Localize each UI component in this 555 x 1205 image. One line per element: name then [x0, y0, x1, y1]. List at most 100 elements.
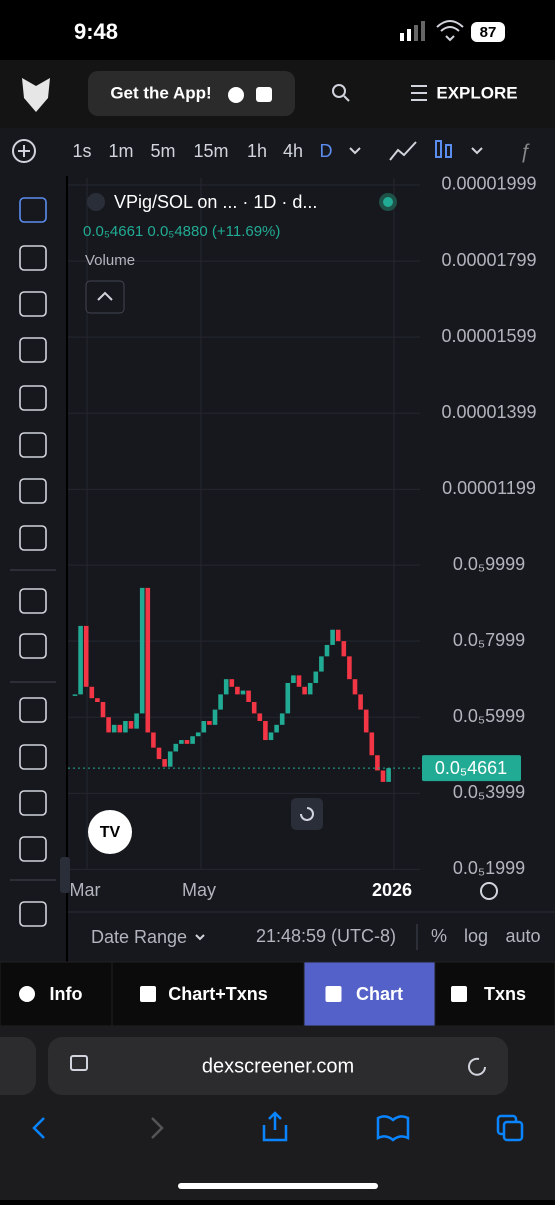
bookmarks[interactable]: [376, 1115, 410, 1142]
tool[interactable]: [19, 245, 47, 271]
drawer-handle[interactable]: [60, 857, 70, 893]
share[interactable]: [262, 1111, 288, 1142]
candle: [179, 740, 184, 744]
tab-icon: [19, 986, 35, 1002]
tab-label: Info: [50, 984, 83, 1004]
auto[interactable]: auto: [505, 926, 540, 946]
tool[interactable]: [19, 197, 47, 223]
tool[interactable]: [19, 588, 47, 614]
y-tick-label: 0.00001999: [441, 174, 536, 194]
candle: [341, 641, 347, 657]
ohlc: 0.0₅4661 0.0₅4880 (+11.69%): [83, 223, 280, 240]
collapse[interactable]: [85, 280, 125, 314]
toolbar: [0, 128, 555, 176]
candle: [145, 587, 151, 733]
tool[interactable]: [19, 291, 47, 317]
candle: [123, 721, 128, 733]
signal: [400, 33, 404, 41]
candle: [352, 679, 358, 695]
indicators[interactable]: ƒ: [519, 140, 530, 162]
candle: [173, 743, 179, 752]
chevron: [471, 147, 483, 155]
candle: [229, 679, 235, 687]
clock: 9:48: [74, 19, 118, 44]
collapse-icon: [97, 291, 113, 301]
candle: [296, 675, 302, 687]
tool[interactable]: [19, 790, 47, 816]
tab[interactable]: [0, 961, 113, 1027]
percent[interactable]: %: [431, 926, 447, 946]
interval[interactable]: D: [320, 141, 333, 161]
y-tick-label: 0.0₅5999: [453, 706, 525, 726]
battery-level: 87: [480, 24, 497, 41]
candle: [151, 732, 156, 748]
apple-icon: [228, 87, 244, 103]
candle: [72, 694, 78, 696]
tab-label: Txns: [484, 984, 526, 1004]
wifi: [436, 20, 464, 42]
reload[interactable]: [468, 1057, 486, 1076]
line-style[interactable]: [389, 141, 417, 161]
candle: [358, 694, 363, 710]
app-button[interactable]: [88, 71, 295, 116]
y-tick-label: 0.0₅3999: [453, 782, 525, 802]
candle: [195, 732, 201, 737]
interval[interactable]: 1h: [247, 141, 267, 161]
tool[interactable]: [19, 385, 47, 411]
tool[interactable]: [19, 901, 47, 927]
y-tick-label: 0.0₅9999: [453, 554, 525, 574]
candle: [78, 625, 83, 695]
candle: [128, 721, 134, 729]
candle: [386, 768, 391, 782]
candle: [201, 721, 207, 733]
status-bar: [0, 0, 555, 60]
tab-label: Chart: [356, 984, 403, 1004]
y-tick-label: 0.00001599: [441, 326, 536, 346]
add[interactable]: [12, 139, 36, 163]
candle: [335, 629, 341, 642]
search[interactable]: [332, 84, 346, 98]
reader-icon: [70, 1055, 88, 1071]
tv-logo-mark: TV: [100, 824, 121, 841]
tool[interactable]: [19, 744, 47, 770]
logo[interactable]: [22, 78, 50, 112]
candle: [167, 751, 173, 767]
candle: [89, 686, 95, 699]
date-range[interactable]: Date Range: [91, 927, 187, 947]
battery: [471, 22, 505, 42]
tool[interactable]: [19, 633, 47, 659]
tool[interactable]: [19, 432, 47, 458]
tool[interactable]: [19, 525, 47, 551]
tool[interactable]: [19, 697, 47, 723]
tool[interactable]: [19, 836, 47, 862]
x-tick-label: 2026: [372, 880, 412, 900]
reset[interactable]: [291, 798, 323, 830]
interval[interactable]: 5m: [150, 141, 175, 161]
url-bar[interactable]: [48, 1037, 508, 1095]
tool[interactable]: [19, 337, 47, 363]
interval[interactable]: 1m: [108, 141, 133, 161]
candle: [190, 736, 195, 744]
interval[interactable]: 15m: [193, 141, 228, 161]
last-price-label: 0.0₅4661: [435, 758, 507, 778]
search-handle: [343, 95, 350, 102]
interval[interactable]: 1s: [72, 141, 91, 161]
x-tick-label: May: [182, 880, 216, 900]
tab-icon: [451, 986, 467, 1002]
candle: [100, 702, 106, 718]
candle-style[interactable]: [435, 140, 442, 158]
explore[interactable]: EXPLORE: [436, 83, 517, 102]
tab-icon: [140, 986, 156, 1002]
tv-logo[interactable]: [88, 810, 132, 854]
candle: [263, 721, 268, 741]
prev-tab[interactable]: [0, 1037, 36, 1095]
candle: [95, 698, 100, 702]
back[interactable]: [32, 1117, 45, 1139]
candle: [380, 770, 386, 782]
y-tick-label: 0.0₅1999: [453, 858, 525, 878]
interval[interactable]: 4h: [283, 141, 303, 161]
tool[interactable]: [19, 478, 47, 504]
settings[interactable]: [480, 882, 498, 900]
log[interactable]: log: [464, 926, 488, 946]
